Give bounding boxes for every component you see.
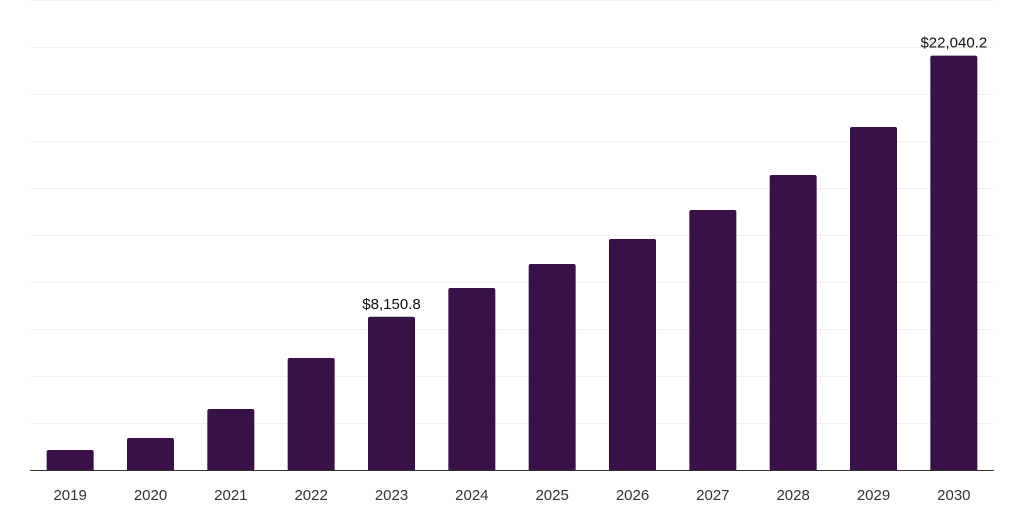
x-tick-label: 2022	[294, 487, 327, 504]
data-labels: $8,150.8 $22,040.2	[362, 35, 987, 313]
bar-2021	[207, 408, 255, 470]
bar-2029	[850, 126, 897, 470]
data-label-2023: $8,150.8	[362, 296, 420, 313]
data-label-2030: $22,040.2	[920, 35, 987, 52]
x-tick-label: 2023	[375, 487, 408, 504]
x-tick-label: 2029	[857, 487, 890, 504]
x-tick-label: 2026	[616, 487, 649, 504]
bars	[46, 55, 978, 471]
x-tick-label: 2025	[535, 487, 568, 504]
x-tick-label: 2027	[696, 487, 729, 504]
bar-2022	[287, 358, 335, 470]
x-tick-label: 2019	[53, 487, 86, 504]
bar-2024	[448, 287, 496, 470]
bar-2019	[46, 449, 94, 470]
x-tick-label: 2024	[455, 487, 488, 504]
bar-2030	[930, 55, 978, 471]
x-axis-ticks: 2019 2020 2021 2022 2023 2024 2025 2026 2027 2028…	[53, 487, 970, 504]
gridlines	[30, 0, 994, 424]
bar-2027	[689, 209, 737, 470]
bar-2023	[368, 316, 415, 470]
bar-2025	[528, 264, 576, 470]
x-tick-label: 2020	[134, 487, 167, 504]
x-tick-label: 2021	[214, 487, 247, 504]
bar-2020	[127, 438, 174, 470]
x-tick-label: 2028	[776, 487, 809, 504]
x-tick-label: 2030	[937, 487, 970, 504]
bar-2028	[769, 175, 817, 470]
bar-2026	[609, 239, 656, 470]
